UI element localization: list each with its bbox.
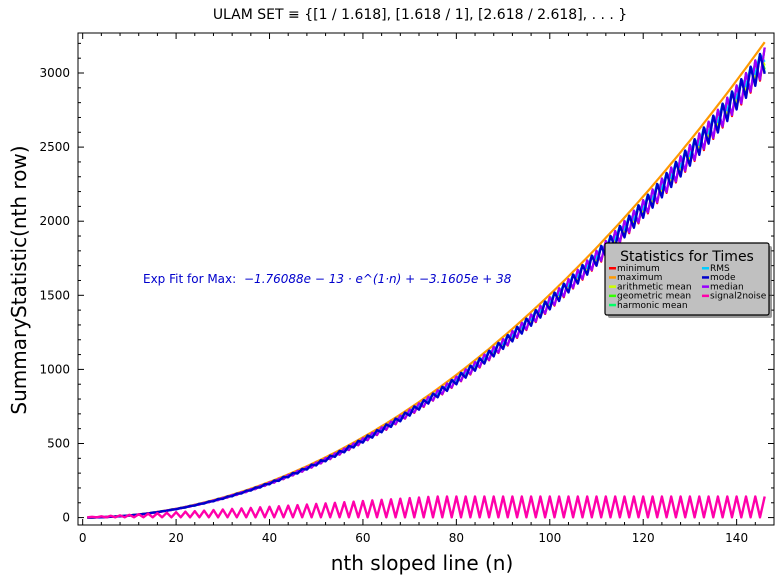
legend-swatch [609, 267, 616, 270]
legend-box [604, 242, 770, 316]
x-tick-label: 60 [355, 531, 370, 545]
x-axis-title: nth sloped line (n) [331, 551, 514, 575]
x-tick-label: 120 [632, 531, 655, 545]
series-group [87, 41, 766, 519]
legend-swatch [702, 276, 709, 279]
series-line-signal2noise [87, 495, 766, 519]
legend-title: Statistics for Times [620, 249, 754, 265]
x-tick-label: 20 [168, 531, 183, 545]
legend: Statistics for Times minimummaximumarith… [604, 242, 772, 318]
fit-annotation-formula: −1.76088e − 13 · e^(1·n) + −3.1605e + 38 [244, 272, 512, 286]
legend-swatch [702, 267, 709, 270]
legend-entry-label: signal2noise [710, 292, 767, 302]
legend-swatch [609, 294, 616, 298]
axis-ticks: 0 20 40 60 80 100 120 140 0 500 1000 1500 2000 2500 30… [39, 33, 774, 545]
x-tick-label: 140 [725, 531, 748, 545]
legend-swatch [609, 303, 616, 307]
legend-entry-label: geometric mean [617, 292, 691, 302]
y-axis-title: SummaryStatistic(nth row) [7, 145, 31, 414]
y-tick-label: 1000 [39, 362, 70, 376]
plot-frame [77, 32, 775, 526]
legend-swatch [609, 285, 616, 288]
legend-entry-label: harmonic mean [617, 301, 688, 311]
x-tick-label: 100 [538, 531, 561, 545]
x-tick-label: 80 [449, 531, 464, 545]
fit-annotation: Exp Fit for Max: −1.76088e − 13 · e^(1·n… [143, 272, 512, 286]
x-tick-label: 0 [79, 531, 87, 545]
y-tick-label: 2000 [39, 214, 70, 228]
legend-entry-label: RMS [710, 264, 730, 274]
legend-entry-label: minimum [617, 264, 660, 274]
legend-entry-label: maximum [617, 273, 662, 283]
legend-entry-label: mode [710, 273, 736, 283]
y-tick-label: 0 [62, 511, 70, 525]
legend-swatch [609, 276, 616, 279]
y-tick-label: 3000 [39, 66, 70, 80]
fit-annotation-label: Exp Fit for Max: [143, 272, 236, 286]
legend-entry-label: arithmetic mean [617, 282, 692, 292]
legend-swatch [702, 294, 709, 298]
y-tick-label: 2500 [39, 140, 70, 154]
y-tick-label: 1500 [39, 288, 70, 302]
series-line-mode [87, 52, 766, 519]
y-tick-label: 500 [47, 436, 70, 450]
legend-swatch [702, 285, 709, 288]
legend-entry-label: median [710, 282, 744, 292]
chart-title: ULAM SET ≡ {[1 / 1.618], [1.618 / 1], [2… [213, 7, 627, 23]
x-tick-label: 40 [262, 531, 277, 545]
